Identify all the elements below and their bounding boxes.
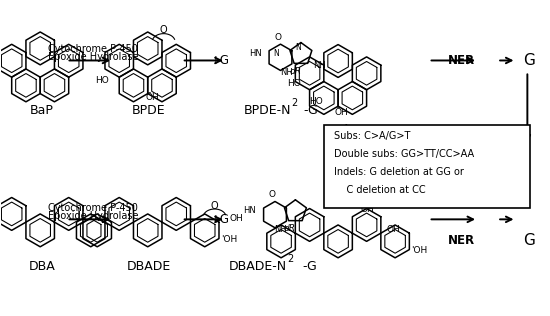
Text: -G: -G (304, 104, 318, 117)
Text: O: O (211, 201, 218, 211)
Text: dR: dR (284, 224, 296, 233)
Text: HN: HN (244, 206, 256, 215)
Text: ŌH: ŌH (334, 108, 348, 117)
Text: N: N (274, 49, 279, 58)
Text: 'OH: 'OH (221, 235, 238, 244)
Text: HO: HO (95, 76, 109, 85)
Text: G: G (523, 53, 535, 68)
Text: O: O (269, 190, 276, 199)
Text: 2: 2 (292, 98, 298, 108)
Text: Epoxide Hydrolase: Epoxide Hydrolase (48, 52, 138, 62)
FancyBboxPatch shape (324, 125, 530, 208)
Text: +G: +G (211, 54, 230, 67)
Text: BPDE: BPDE (132, 104, 166, 117)
Text: DBADE-N: DBADE-N (229, 260, 287, 273)
Text: NER: NER (448, 234, 475, 247)
Text: C deletion at CC: C deletion at CC (334, 185, 425, 195)
Text: OH: OH (229, 214, 243, 222)
Text: HO: HO (309, 97, 322, 106)
Text: NH: NH (314, 61, 326, 70)
Text: 2: 2 (287, 254, 293, 264)
Text: DBADE: DBADE (126, 260, 171, 273)
Text: Epoxide Hydrolase: Epoxide Hydrolase (48, 211, 138, 221)
Text: Cytochrome P-450: Cytochrome P-450 (48, 203, 138, 213)
Text: OH: OH (387, 225, 400, 234)
Text: N: N (296, 43, 301, 52)
Text: O: O (160, 25, 167, 35)
Text: BPDE-N: BPDE-N (244, 104, 292, 117)
Text: dR: dR (289, 67, 301, 76)
Text: Cytochrome P-450: Cytochrome P-450 (48, 45, 138, 54)
Text: Indels: G deletion at GG or: Indels: G deletion at GG or (334, 167, 464, 177)
Text: Subs: C>A/G>T: Subs: C>A/G>T (334, 131, 410, 141)
Text: 'OH: 'OH (411, 246, 428, 255)
Text: HN: HN (249, 49, 262, 58)
Text: O: O (274, 33, 282, 42)
Text: HO: HO (287, 79, 301, 88)
Text: -G: -G (302, 260, 317, 273)
Text: DBA: DBA (29, 260, 55, 273)
Text: Double subs: GG>TT/CC>AA: Double subs: GG>TT/CC>AA (334, 149, 474, 159)
Text: ŌH: ŌH (145, 93, 159, 102)
Text: OH: OH (361, 205, 375, 214)
Text: G: G (523, 233, 535, 248)
Text: BaP: BaP (30, 104, 54, 117)
Text: NH: NH (274, 225, 287, 234)
Text: NH: NH (280, 68, 293, 77)
Text: NER: NER (448, 54, 475, 67)
Text: +G: +G (211, 213, 230, 226)
